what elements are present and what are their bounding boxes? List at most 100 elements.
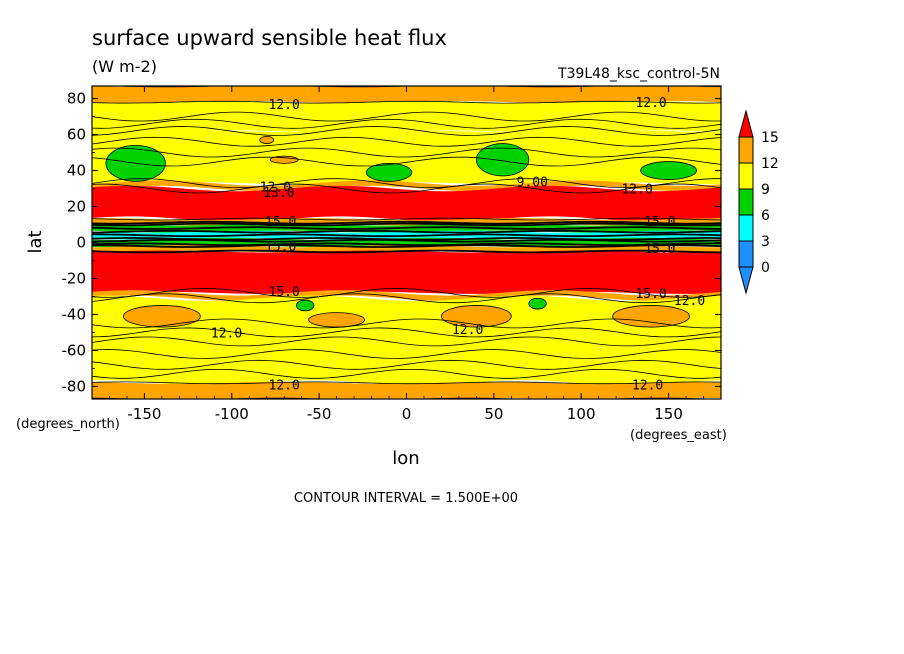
chart-title: surface upward sensible heat flux: [92, 26, 447, 50]
contour-label-12: 12.0: [674, 294, 705, 309]
contour-line-27: [92, 242, 721, 247]
color-bands: [92, 86, 721, 399]
contour-labels: 12.0 12.012.013.09.00 12.015.0 15.015.0 15.0…: [211, 96, 705, 393]
contour-line-20: [92, 318, 721, 329]
colorbar-label-1: 12: [761, 156, 779, 172]
contour-label-16: 12.0: [632, 379, 663, 394]
contour-label-10: 15.0: [269, 285, 300, 300]
contour-line-24: [92, 359, 721, 370]
colorbar-segment-4: [738, 240, 754, 268]
contour-line-5: [92, 217, 721, 221]
patch-1: [365, 162, 413, 182]
contour-line-23: [92, 349, 721, 359]
colorbar-segment-1: [738, 162, 754, 190]
contour-label-3: 13.0: [263, 186, 294, 201]
x-axis-label: lon: [392, 448, 419, 469]
contour-line-11: [92, 287, 721, 298]
x-tick-label-0: -150: [127, 405, 161, 423]
patch-11: [528, 297, 547, 310]
contour-line-13: [92, 381, 721, 385]
chart-subtitle: (W m-2): [92, 57, 157, 76]
contour-line-25: [92, 368, 721, 379]
contour-line-15: [92, 111, 721, 122]
y-tick-label-2: 40: [67, 162, 86, 180]
x-tick-label-6: 150: [654, 405, 683, 423]
contour-label-8: 15.0: [265, 240, 296, 255]
contour-label-1: 12.0: [635, 96, 666, 111]
band-3: [92, 180, 721, 192]
band-10: [92, 250, 721, 294]
patch-3: [640, 161, 697, 180]
contour-label-2: 12.0: [260, 181, 291, 196]
contour-label-11: 15.0: [635, 287, 666, 302]
band-4: [92, 185, 721, 222]
contour-lines: [92, 86, 721, 399]
contour-line-2: [92, 126, 721, 136]
band-13: [92, 381, 721, 399]
colorbar-label-0: 15: [761, 130, 779, 146]
patch-2: [475, 143, 530, 177]
contour-line-29: [92, 226, 721, 230]
contour-line-26: [92, 238, 721, 243]
colorbar-segment-3: [738, 214, 754, 242]
x-tick-label-2: -50: [307, 405, 332, 423]
colorbar-bottom-arrow: [738, 266, 754, 295]
contour-label-6: 15.0: [265, 215, 296, 230]
x-tick-label-5: 100: [567, 405, 596, 423]
x-tick-label-3: 0: [402, 405, 412, 423]
contour-line-17: [92, 136, 721, 147]
contour-line-22: [92, 336, 721, 347]
x-axis: -150 -100 -50 0 50 100 150: [109, 86, 704, 423]
contour-label-7: 15.0: [644, 215, 675, 230]
color-patches: [105, 135, 697, 328]
colorbar-segment-0: [738, 136, 754, 164]
contour-line-10: [92, 249, 721, 254]
y-tick-label-0: 80: [67, 90, 86, 108]
colorbar-label-5: 0: [761, 260, 770, 276]
patch-7: [308, 312, 365, 328]
patch-10: [296, 299, 315, 312]
colorbar-label-4: 3: [761, 234, 770, 250]
contour-label-14: 12.0: [452, 323, 483, 338]
y-units-label: (degrees_north): [16, 417, 120, 432]
patch-4: [259, 135, 275, 144]
y-tick-label-5: -20: [62, 269, 87, 287]
contour-line-21: [92, 327, 721, 338]
band-12: [92, 295, 721, 386]
contour-line-9: [92, 244, 721, 248]
y-tick-label-4: 0: [76, 234, 86, 252]
y-tick-label-3: 20: [67, 198, 86, 216]
contour-line-3: [92, 178, 721, 189]
contour-label-15: 12.0: [269, 379, 300, 394]
contour-label-13: 12.0: [211, 326, 242, 341]
contour-line-1: [92, 100, 721, 104]
y-axis-label: lat: [25, 230, 46, 253]
contour-line-28: [92, 233, 721, 238]
contour-line-4: [92, 183, 721, 194]
contour-label-5: 12.0: [621, 183, 652, 198]
contour-label-0: 12.0: [269, 98, 300, 113]
x-tick-label-1: -100: [215, 405, 249, 423]
contour-line-19: [92, 156, 721, 167]
patch-8: [441, 305, 512, 328]
contour-label-4: 9.00: [517, 175, 548, 190]
plot-area: [92, 86, 721, 399]
x-units-label: (degrees_east): [630, 428, 727, 443]
contour-label-9: 15.0: [644, 242, 675, 257]
colorbar-label-2: 9: [761, 182, 770, 198]
contour-line-18: [92, 147, 721, 158]
colorbar-top-arrow: [738, 109, 754, 138]
contour-line-16: [92, 118, 721, 129]
y-tick-label-6: -40: [62, 305, 87, 323]
contour-line-6: [92, 222, 721, 227]
band-11: [92, 290, 721, 301]
contour-interval-note: CONTOUR INTERVAL = 1.500E+00: [294, 491, 518, 506]
contour-line-12: [92, 293, 721, 304]
y-tick-label-1: 60: [67, 126, 86, 144]
patch-6: [123, 305, 201, 328]
contour-line-7: [92, 229, 721, 234]
patch-9: [612, 305, 690, 328]
run-label: T39L48_ksc_control-5N: [557, 66, 720, 82]
contour-line-30: [92, 220, 721, 225]
